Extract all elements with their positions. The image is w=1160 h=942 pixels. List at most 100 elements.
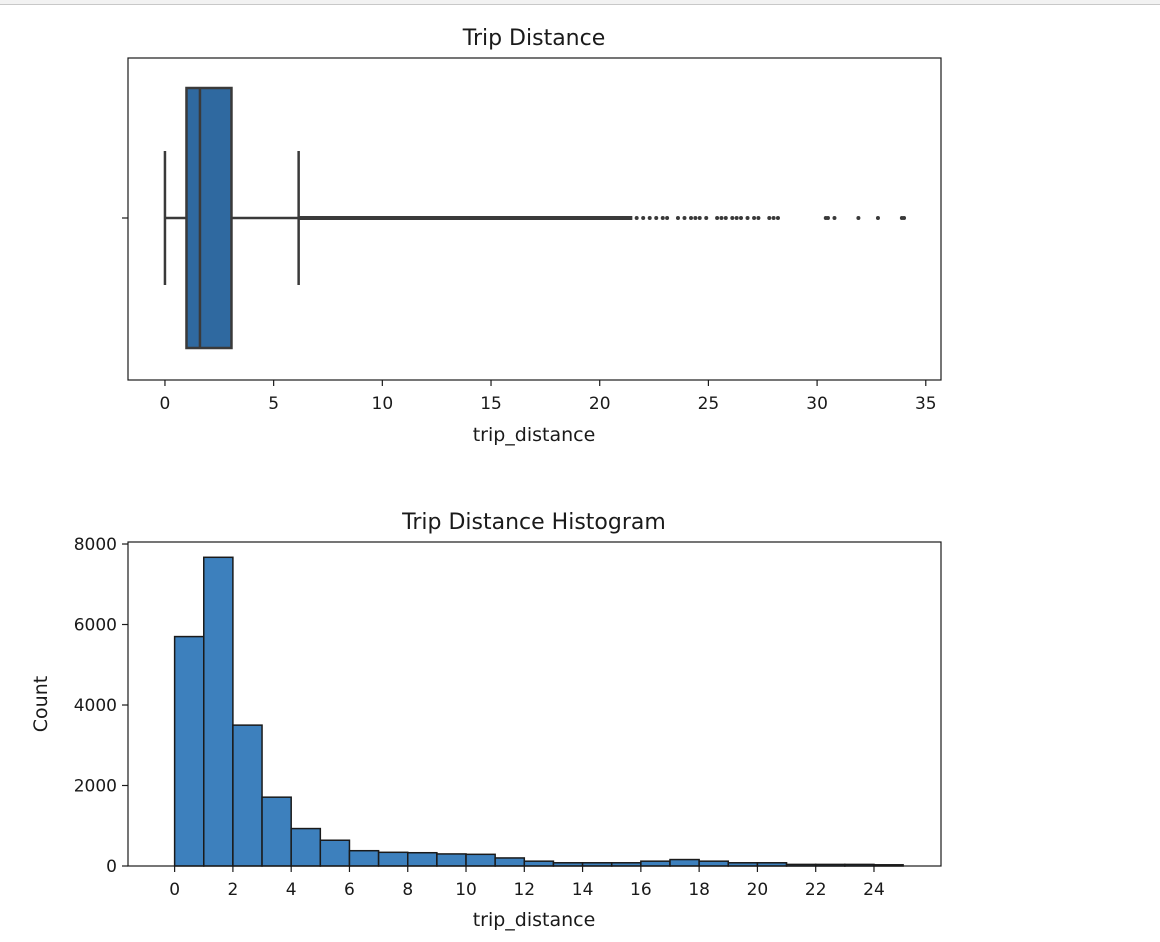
- histogram-x-tick-label: 0: [169, 880, 180, 900]
- histogram-y-tick-label: 6000: [74, 616, 117, 636]
- boxplot-outlier-point: [704, 216, 709, 220]
- histogram-bar: [669, 858, 700, 867]
- histogram-y-tick-label: 2000: [74, 777, 117, 797]
- histogram-x-tick-label: 24: [863, 880, 885, 900]
- histogram-x-ticks: 0 2 4 6 8 10 12 14 16 18 20 22 24: [169, 866, 885, 900]
- boxplot-outlier-point: [312, 216, 317, 220]
- boxplot-outlier-point: [739, 216, 744, 220]
- histogram-bar: [203, 556, 234, 867]
- boxplot-outlier-point: [730, 216, 735, 220]
- histogram-bar: [290, 827, 322, 867]
- boxplot-outlier-point: [689, 216, 694, 220]
- boxplot-outlier-point: [378, 216, 383, 220]
- histogram-ylabel: Count: [30, 676, 52, 732]
- boxplot-outlier-point: [332, 216, 337, 220]
- histogram-y-ticks: 0 2000 4000 6000 8000: [74, 535, 128, 877]
- boxplot-outlier-point: [856, 216, 861, 220]
- boxplot-outlier-point: [573, 216, 578, 220]
- boxplot-outlier-point: [697, 216, 702, 220]
- boxplot-marks: [163, 86, 907, 350]
- boxplot-outlier-point: [391, 216, 396, 220]
- boxplot-outlier-point: [365, 216, 370, 220]
- boxplot-x-tick-label: 25: [698, 394, 720, 414]
- boxplot-outlier-point: [304, 216, 309, 220]
- boxplot-outlier-point: [832, 216, 837, 220]
- boxplot-outlier-point: [715, 216, 720, 220]
- boxplot-outlier-point: [521, 216, 526, 220]
- histogram-x-tick-label: 16: [630, 880, 652, 900]
- histogram-bar: [319, 839, 351, 867]
- boxplot-outlier-point: [634, 216, 639, 220]
- histogram-bar: [494, 857, 526, 867]
- histogram-bar: [261, 796, 292, 867]
- boxplot-outlier-point: [443, 216, 448, 220]
- boxplot-outlier-point: [902, 216, 907, 220]
- boxplot-outlier-point: [404, 216, 409, 220]
- histogram-chart: Trip Distance Histogram 0 2 4 6 8 10 12 14 16 18 2…: [30, 510, 942, 931]
- boxplot-outlier-point: [771, 216, 776, 220]
- boxplot-outlier-point: [675, 216, 680, 220]
- histogram-x-tick-label: 22: [805, 880, 827, 900]
- boxplot-outlier-point: [610, 216, 615, 220]
- cell-divider: [0, 0, 1160, 5]
- histogram-bar: [523, 860, 555, 867]
- boxplot-outlier-point: [654, 216, 659, 220]
- boxplot-outlier-point: [495, 216, 500, 220]
- histogram-axes-frame: [127, 541, 942, 867]
- boxplot-outlier-point: [756, 216, 761, 220]
- histogram-bar: [173, 635, 205, 867]
- boxplot-x-tick-label: 10: [372, 394, 394, 414]
- boxplot-title: Trip Distance: [462, 26, 606, 51]
- boxplot-outlier-point: [628, 216, 633, 220]
- histogram-x-tick-label: 6: [344, 880, 355, 900]
- boxplot-x-tick-label: 15: [480, 394, 502, 414]
- boxplot-outlier-point: [321, 216, 326, 220]
- boxplot-x-tick-label: 0: [160, 394, 171, 414]
- boxplot-outlier-point: [354, 216, 359, 220]
- boxplot-outlier-point: [723, 216, 728, 220]
- boxplot-outlier-point: [599, 216, 604, 220]
- boxplot-xlabel: trip_distance: [473, 424, 596, 446]
- boxplot-outlier-point: [682, 216, 687, 220]
- histogram-bar: [377, 851, 409, 867]
- boxplot-axes-frame: [127, 57, 942, 381]
- boxplot-outlier-point: [560, 216, 565, 220]
- boxplot-outlier-point: [775, 216, 780, 220]
- boxplot-outlier-point: [619, 216, 624, 220]
- histogram-bar: [406, 851, 438, 867]
- boxplot-chart: Trip Distance 0 5 10 15 20 25 30 35 trip_distan…: [122, 26, 942, 446]
- boxplot-outlier-point: [767, 216, 772, 220]
- boxplot-outlier-point: [665, 216, 670, 220]
- histogram-bar: [436, 853, 467, 867]
- histogram-bar: [698, 860, 730, 867]
- histogram-x-tick-label: 20: [747, 880, 769, 900]
- histogram-x-tick-label: 8: [402, 880, 413, 900]
- boxplot-outlier-point: [693, 216, 698, 220]
- histogram-bar: [465, 853, 496, 867]
- boxplot-x-tick-label: 20: [589, 394, 611, 414]
- boxplot-outlier-point: [482, 216, 487, 220]
- histogram-y-tick-label: 8000: [74, 535, 117, 555]
- boxplot-outlier-point: [719, 216, 724, 220]
- boxplot-outlier-point: [752, 216, 757, 220]
- histogram-x-tick-label: 12: [513, 880, 535, 900]
- boxplot-outlier-point: [734, 216, 739, 220]
- boxplot-outlier-point: [508, 216, 513, 220]
- histogram-x-tick-label: 14: [572, 880, 594, 900]
- boxplot-outlier-point: [456, 216, 461, 220]
- boxplot-outlier-point: [469, 216, 474, 220]
- boxplot-outlier-point: [417, 216, 422, 220]
- histogram-y-tick-label: 4000: [74, 696, 117, 716]
- histogram-x-tick-label: 18: [688, 880, 710, 900]
- boxplot-outlier-point: [875, 216, 880, 220]
- histogram-x-tick-label: 4: [286, 880, 297, 900]
- boxplot-x-ticks: 0 5 10 15 20 25 30 35: [160, 380, 937, 414]
- boxplot-x-tick-label: 5: [268, 394, 279, 414]
- boxplot-outlier-point: [430, 216, 435, 220]
- histogram-bar: [640, 860, 671, 867]
- boxplot-box: [185, 86, 233, 350]
- boxplot-outlier-point: [641, 216, 646, 220]
- boxplot-outlier-point: [343, 216, 348, 220]
- boxplot-outlier-point: [660, 216, 665, 220]
